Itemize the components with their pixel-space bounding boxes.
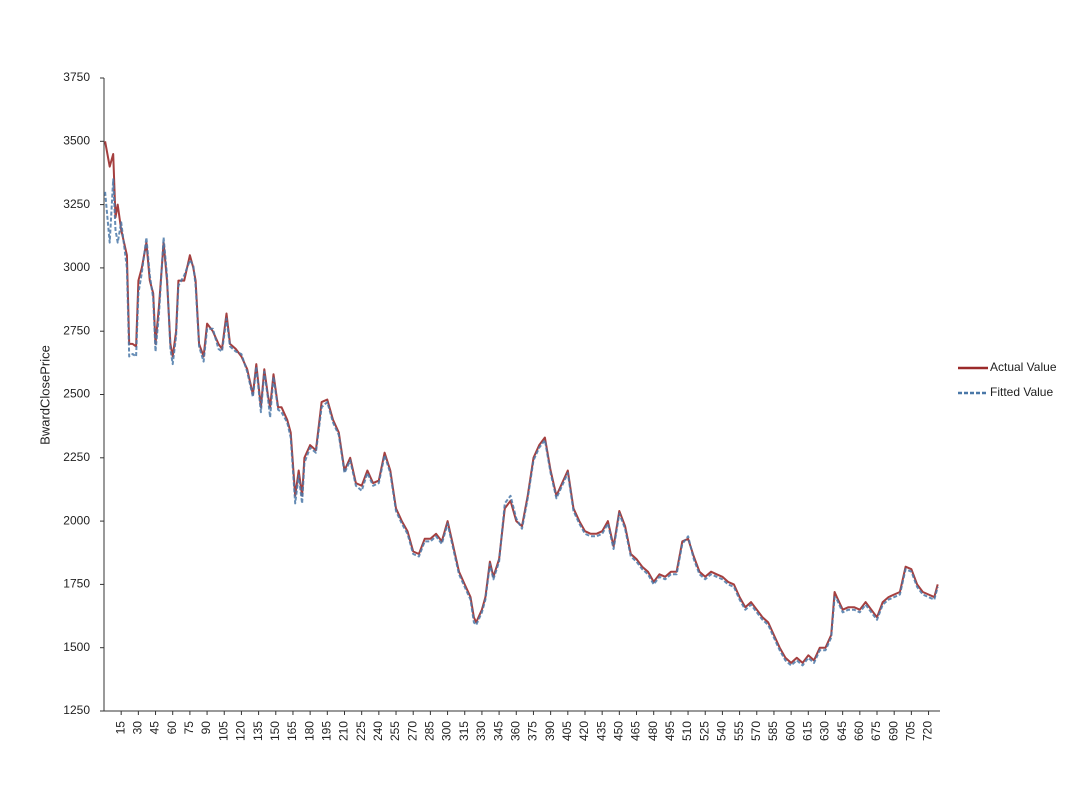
x-tick-label: 180 bbox=[302, 721, 316, 741]
x-tick-label: 690 bbox=[886, 721, 900, 741]
x-tick-label: 390 bbox=[543, 721, 557, 741]
y-tick-label: 3250 bbox=[63, 197, 90, 211]
x-tick-label: 285 bbox=[423, 721, 437, 741]
x-tick-label: 15 bbox=[113, 721, 127, 735]
y-tick-label: 1500 bbox=[63, 640, 90, 654]
x-tick-label: 495 bbox=[663, 721, 677, 741]
x-tick-label: 330 bbox=[474, 721, 488, 741]
x-tick-label: 600 bbox=[783, 721, 797, 741]
x-tick-label: 435 bbox=[594, 721, 608, 741]
y-tick-label: 3500 bbox=[63, 133, 90, 147]
y-tick-label: 3000 bbox=[63, 260, 90, 274]
x-tick-label: 510 bbox=[680, 721, 694, 741]
series-line bbox=[104, 141, 939, 664]
x-tick-label: 540 bbox=[715, 721, 729, 741]
x-tick-label: 150 bbox=[268, 721, 282, 741]
x-tick-label: 240 bbox=[371, 721, 385, 741]
y-axis-label: BwardClosePrice bbox=[37, 345, 52, 445]
y-tick-label: 3750 bbox=[63, 70, 90, 84]
x-tick-label: 120 bbox=[234, 721, 248, 741]
x-tick-label: 75 bbox=[182, 721, 196, 735]
x-tick-label: 675 bbox=[869, 721, 883, 741]
x-tick-label: 420 bbox=[577, 721, 591, 741]
legend-label: Actual Value bbox=[990, 360, 1057, 374]
x-tick-label: 30 bbox=[131, 721, 145, 735]
x-tick-label: 360 bbox=[508, 721, 522, 741]
x-tick-label: 105 bbox=[216, 721, 230, 741]
x-tick-label: 345 bbox=[491, 721, 505, 741]
x-tick-label: 375 bbox=[526, 721, 540, 741]
x-tick-label: 135 bbox=[251, 721, 265, 741]
x-tick-label: 660 bbox=[852, 721, 866, 741]
x-tick-label: 480 bbox=[646, 721, 660, 741]
x-tick-label: 570 bbox=[749, 721, 763, 741]
x-tick-label: 270 bbox=[405, 721, 419, 741]
y-tick-label: 2000 bbox=[63, 513, 90, 527]
x-tick-label: 705 bbox=[904, 721, 918, 741]
x-tick-label: 210 bbox=[337, 721, 351, 741]
x-tick-label: 225 bbox=[354, 721, 368, 741]
x-tick-label: 90 bbox=[199, 721, 213, 735]
x-tick-label: 45 bbox=[148, 721, 162, 735]
x-tick-label: 630 bbox=[818, 721, 832, 741]
x-tick-label: 165 bbox=[285, 721, 299, 741]
x-tick-label: 615 bbox=[800, 721, 814, 741]
x-tick-label: 720 bbox=[921, 721, 935, 741]
x-tick-label: 300 bbox=[440, 721, 454, 741]
legend-label: Fitted Value bbox=[990, 385, 1053, 399]
x-tick-label: 585 bbox=[766, 721, 780, 741]
x-tick-label: 405 bbox=[560, 721, 574, 741]
x-tick-label: 255 bbox=[388, 721, 402, 741]
x-tick-label: 450 bbox=[612, 721, 626, 741]
x-tick-label: 555 bbox=[732, 721, 746, 741]
x-tick-label: 315 bbox=[457, 721, 471, 741]
x-tick-label: 60 bbox=[165, 721, 179, 735]
series-line bbox=[104, 178, 939, 667]
x-tick-label: 645 bbox=[835, 721, 849, 741]
x-tick-label: 465 bbox=[629, 721, 643, 741]
x-tick-label: 525 bbox=[697, 721, 711, 741]
y-tick-label: 2750 bbox=[63, 323, 90, 337]
y-tick-label: 2500 bbox=[63, 387, 90, 401]
y-tick-label: 2250 bbox=[63, 450, 90, 464]
y-tick-label: 1250 bbox=[63, 703, 90, 717]
y-tick-label: 1750 bbox=[63, 577, 90, 591]
x-tick-label: 195 bbox=[319, 721, 333, 741]
